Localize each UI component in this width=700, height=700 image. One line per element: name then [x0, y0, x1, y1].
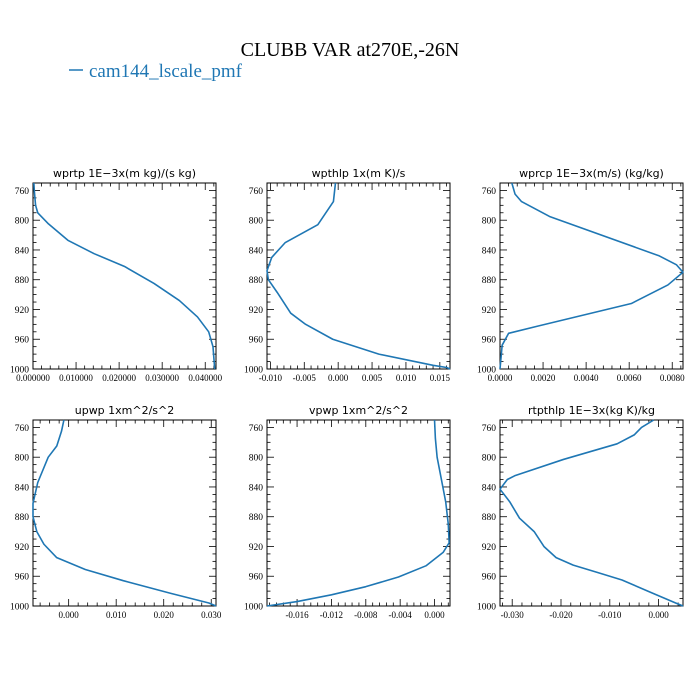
panel-title: wprcp 1E−3x(m/s) (kg/kg)	[519, 167, 664, 180]
panel-4: upwp 1xm^2/s^2 760 800 840 880 920 960 1000 0.00…	[10, 404, 222, 620]
y-tick-label: 800	[249, 217, 264, 227]
y-tick-label: 760	[482, 187, 497, 197]
x-tick-label: 0.010	[396, 373, 417, 383]
x-tick-label: 0.005	[362, 373, 383, 383]
x-tick-label: 0.000000	[16, 373, 50, 383]
panel-title: rtpthlp 1E−3x(kg K)/kg	[528, 404, 655, 417]
x-tick-label: -0.030	[501, 610, 525, 620]
series-line	[33, 182, 216, 370]
panel-6: rtpthlp 1E−3x(kg K)/kg 760 800 840 880 920 960…	[477, 404, 684, 620]
y-tick-label: 840	[482, 246, 497, 256]
panel-title: wpthlp 1x(m K)/s	[312, 167, 406, 180]
panel-3: wprcp 1E−3x(m/s) (kg/kg) 760 800 840 880 920 9…	[477, 167, 685, 383]
y-tick-label: 960	[249, 573, 264, 583]
x-tick-label: 0.010000	[59, 373, 93, 383]
panels: wprtp 1E−3x(m kg)/(s kg) 760 800 840 880 920 9…	[10, 167, 685, 620]
y-tick-label: 960	[482, 573, 497, 583]
series-line	[266, 419, 450, 607]
x-tick-label: 0.0000	[488, 373, 513, 383]
panel-frame	[32, 182, 217, 370]
panel-title: vpwp 1xm^2/s^2	[309, 404, 408, 417]
panel-1: wprtp 1E−3x(m kg)/(s kg) 760 800 840 880 920 9…	[10, 167, 223, 383]
x-tick-label: -0.016	[285, 610, 309, 620]
y-tick-label: 760	[482, 424, 497, 434]
series-line	[32, 419, 217, 607]
panel-frame	[266, 182, 451, 370]
y-tick-label: 840	[15, 483, 30, 493]
x-tick-label: -0.008	[354, 610, 378, 620]
x-tick-label: 0.015	[430, 373, 451, 383]
y-tick-label: 800	[15, 454, 30, 464]
y-tick-label: 800	[249, 454, 264, 464]
y-tick-label: 1000	[477, 366, 496, 376]
series-line	[266, 182, 451, 370]
y-tick-label: 920	[249, 543, 264, 553]
x-tick-label: -0.004	[389, 610, 413, 620]
y-tick-label: 1000	[10, 603, 29, 613]
y-tick-label: 1000	[10, 366, 29, 376]
panel-title: wprtp 1E−3x(m kg)/(s kg)	[53, 167, 196, 180]
y-tick-label: 920	[482, 306, 497, 316]
panel-frame	[499, 419, 684, 607]
y-tick-label: 760	[15, 187, 30, 197]
y-tick-label: 920	[249, 306, 264, 316]
x-tick-label: 0.020000	[102, 373, 136, 383]
panel-frame	[266, 419, 451, 607]
x-tick-label: 0.0080	[660, 373, 685, 383]
x-tick-label: 0.0040	[574, 373, 599, 383]
y-tick-label: 1000	[244, 603, 263, 613]
y-tick-label: 920	[15, 306, 30, 316]
y-tick-label: 880	[249, 276, 264, 286]
y-tick-label: 800	[15, 217, 30, 227]
x-tick-label: 0.000	[328, 373, 349, 383]
y-tick-label: 880	[482, 276, 497, 286]
y-tick-label: 840	[482, 483, 497, 493]
y-tick-label: 760	[249, 187, 264, 197]
y-tick-label: 880	[249, 513, 264, 523]
x-tick-label: 0.030000	[145, 373, 179, 383]
x-tick-label: 0.020	[154, 610, 175, 620]
y-tick-label: 760	[15, 424, 30, 434]
x-tick-label: 0.000	[59, 610, 80, 620]
figure-title: CLUBB VAR at270E,-26N	[241, 39, 460, 61]
x-tick-label: 0.000	[648, 610, 669, 620]
x-tick-label: 0.0060	[617, 373, 642, 383]
panel-2: wpthlp 1x(m K)/s7608008408809209601000-0…	[244, 167, 451, 383]
x-tick-label: -0.010	[259, 373, 283, 383]
x-tick-label: -0.010	[598, 610, 622, 620]
x-tick-label: 0.010	[106, 610, 127, 620]
y-tick-label: 840	[249, 483, 264, 493]
y-tick-label: 800	[482, 454, 497, 464]
y-tick-label: 800	[482, 217, 497, 227]
series-line	[499, 182, 684, 370]
x-tick-label: 0.030	[201, 610, 222, 620]
x-tick-label: 0.040000	[188, 373, 222, 383]
y-tick-label: 960	[15, 573, 30, 583]
y-tick-label: 920	[15, 543, 30, 553]
y-tick-label: 880	[482, 513, 497, 523]
panel-frame	[32, 419, 217, 607]
y-tick-label: 960	[482, 336, 497, 346]
y-tick-label: 920	[482, 543, 497, 553]
y-tick-label: 880	[15, 513, 30, 523]
y-tick-label: 880	[15, 276, 30, 286]
x-tick-label: -0.005	[293, 373, 317, 383]
x-tick-label: -0.012	[320, 610, 343, 620]
legend-label: cam144_lscale_pmf	[89, 61, 243, 82]
panel-5: vpwp 1xm^2/s^2 760 800 840 880 920 960 1000 -0.0…	[244, 404, 451, 620]
y-tick-label: 960	[15, 336, 30, 346]
y-tick-label: 1000	[244, 366, 263, 376]
y-tick-label: 840	[15, 246, 30, 256]
panel-frame	[499, 182, 684, 370]
panel-title: upwp 1xm^2/s^2	[75, 404, 175, 417]
x-tick-label: 0.000	[424, 610, 445, 620]
y-tick-label: 960	[249, 336, 264, 346]
y-tick-label: 760	[249, 424, 264, 434]
y-tick-label: 1000	[477, 603, 496, 613]
x-tick-label: -0.020	[549, 610, 573, 620]
x-tick-label: 0.0020	[531, 373, 556, 383]
y-tick-label: 840	[249, 246, 264, 256]
series-line	[499, 419, 684, 607]
